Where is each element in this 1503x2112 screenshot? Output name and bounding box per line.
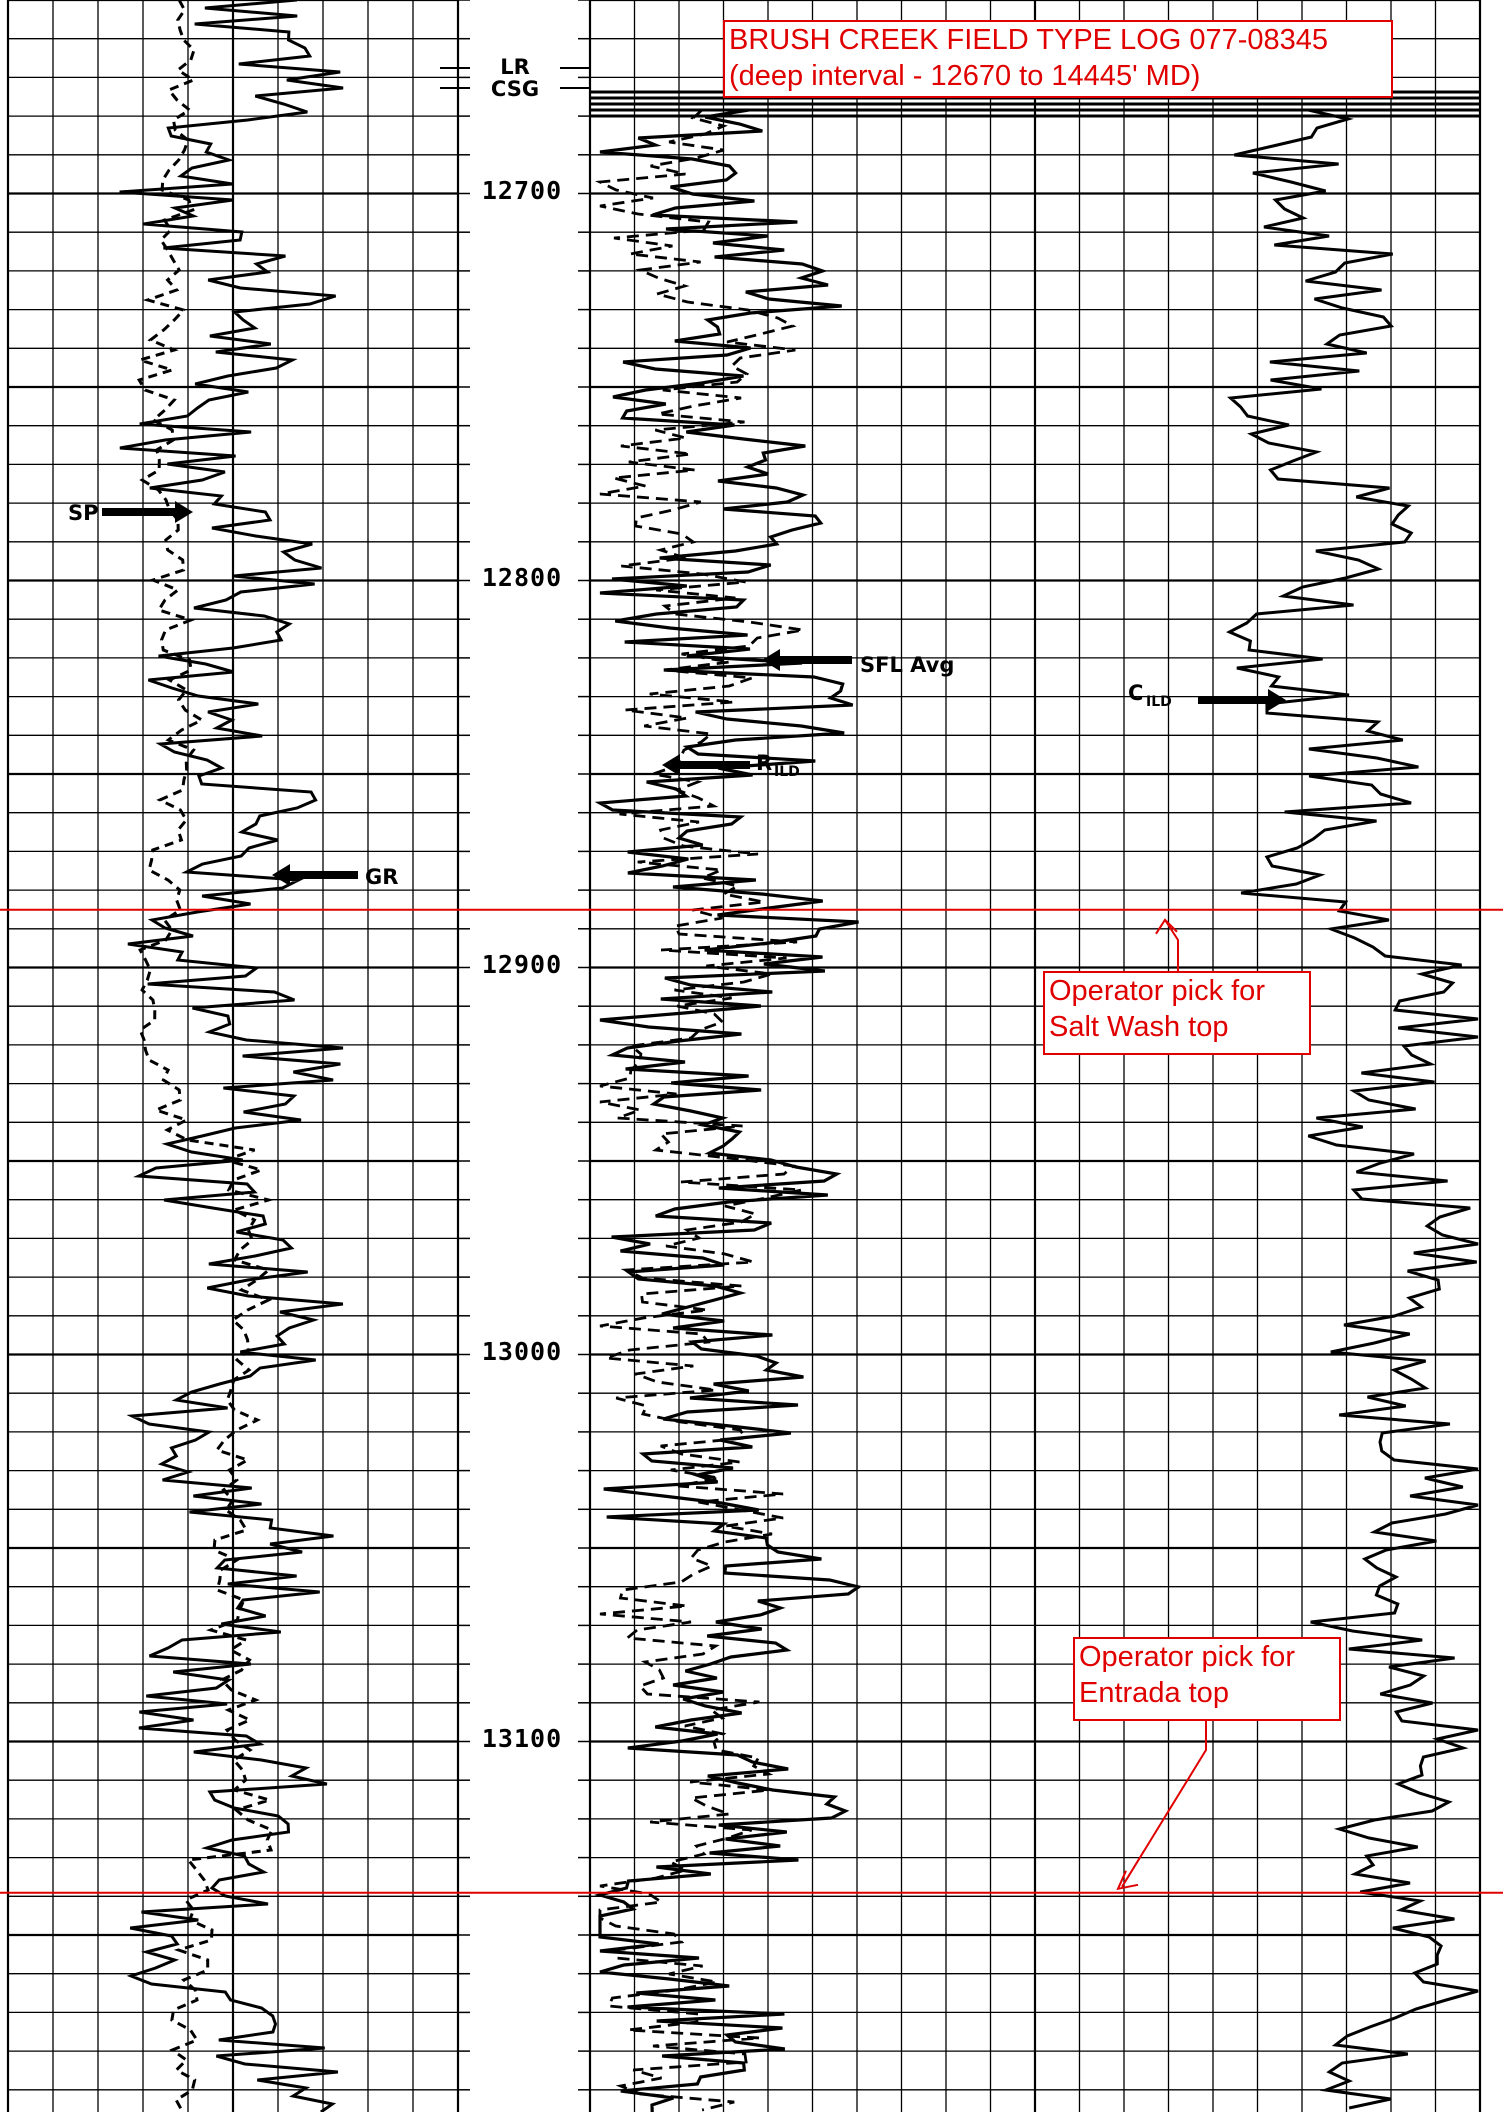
r-ild-label-arrow-head — [662, 754, 680, 776]
sfl-avg-label-arrow-head — [762, 649, 780, 671]
sp-label: SP — [68, 501, 99, 525]
csg-marker-label: CSG — [491, 77, 539, 101]
entrada-pick-line2: Entrada top — [1079, 1676, 1229, 1709]
gr-label-arrow-head — [272, 864, 290, 886]
depth-label: 13000 — [482, 1337, 562, 1366]
c-ild-label-arrow-head — [1268, 689, 1286, 711]
gr-curve — [119, 0, 344, 2112]
sfl-avg-label: SFL Avg — [860, 653, 954, 677]
chart-title-box: BRUSH CREEK FIELD TYPE LOG 077-08345 (de… — [723, 20, 1393, 98]
chart-title: BRUSH CREEK FIELD TYPE LOG 077-08345 — [729, 24, 1329, 56]
formation-top-lines — [0, 908, 1503, 1894]
entrada-pick-line1: Operator pick for — [1079, 1641, 1295, 1673]
c-ild-label: C — [1128, 681, 1143, 705]
entrada-leader — [1121, 1721, 1207, 1888]
salt-wash-pick-box: Operator pick for Salt Wash top — [1043, 971, 1311, 1055]
chart-subtitle: (deep interval - 12670 to 14445' MD) — [729, 59, 1201, 92]
depth-label: 12800 — [482, 563, 562, 592]
r-ild-label-sub: ILD — [774, 764, 800, 780]
lr-marker-label: LR — [500, 55, 530, 79]
salt-wash-pick-line2: Salt Wash top — [1049, 1010, 1229, 1043]
salt-wash-leader-arrowhead — [1155, 918, 1178, 935]
r-ild-label: R — [756, 751, 772, 775]
salt-wash-leader — [1164, 919, 1179, 971]
entrada-leader-arrowhead — [1116, 1870, 1139, 1891]
sp-label-arrow-head — [175, 501, 193, 523]
log-grid — [6, 0, 1482, 2112]
entrada-pick-box: Operator pick for Entrada top — [1073, 1637, 1341, 1721]
c-ild-curve — [1226, 108, 1479, 2110]
depth-label: 13100 — [482, 1724, 562, 1753]
c-ild-label-sub: ILD — [1146, 694, 1172, 710]
r-ild-curve — [594, 108, 804, 2112]
sfl-avg-curve — [594, 108, 863, 2112]
log-curves — [119, 0, 1480, 2112]
depth-label: 12900 — [482, 950, 562, 979]
salt-wash-pick-line1: Operator pick for — [1049, 975, 1265, 1007]
depth-label: 12700 — [482, 176, 562, 205]
depth-axis-labels: 12700 12800 12900 13000 13100 — [482, 176, 562, 1753]
gr-label: GR — [365, 865, 398, 889]
